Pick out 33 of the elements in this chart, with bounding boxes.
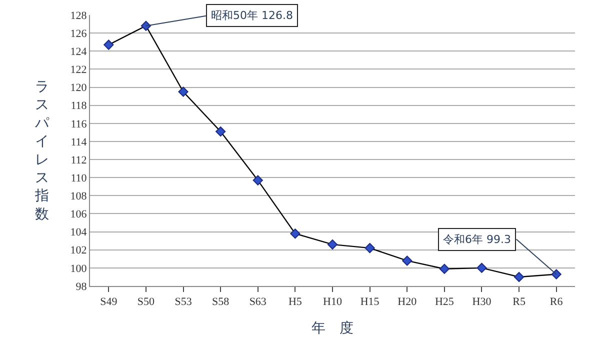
y-tick-label: 122 [70,64,87,76]
x-tick-label: S49 [100,296,118,308]
annotation: 昭和50年 126.8 [211,9,293,22]
x-tick-label: H15 [360,296,380,308]
annotation: 令和6年 99.3 [443,233,511,246]
x-tick-label: S63 [249,296,267,308]
y-tick-label: 102 [70,244,87,257]
x-tick-label: H10 [323,296,342,308]
y-tick-label: 104 [70,226,88,239]
y-tick-label: 118 [70,100,88,112]
x-tick-label: S53 [174,296,192,308]
y-tick-label: 116 [70,118,88,130]
y-tick-label: 128 [70,10,88,22]
x-tick-label: H30 [472,296,492,308]
x-tick-label: H25 [434,296,454,308]
y-tick-label: 106 [70,208,88,221]
y-tick-label: 120 [70,82,88,94]
y-tick-label: 98 [76,280,88,293]
x-tick-label: R6 [550,296,564,308]
x-tick-label: H5 [288,296,302,308]
y-tick-label: 124 [70,46,88,58]
y-tick-label: 108 [70,190,88,203]
x-axis-title: 年 度 [312,320,354,336]
y-axis-title: ラスパイレス指数 [34,79,50,222]
y-tick-label: 110 [70,172,88,184]
x-tick-label: S58 [212,296,230,308]
x-tick-label: S50 [137,296,156,308]
y-tick-label: 114 [70,136,88,148]
y-tick-label: 112 [70,154,87,166]
x-tick-label: H20 [398,296,418,308]
x-tick-label: R5 [512,296,526,308]
y-tick-label: 126 [70,28,88,40]
y-tick-label: 100 [70,262,88,275]
